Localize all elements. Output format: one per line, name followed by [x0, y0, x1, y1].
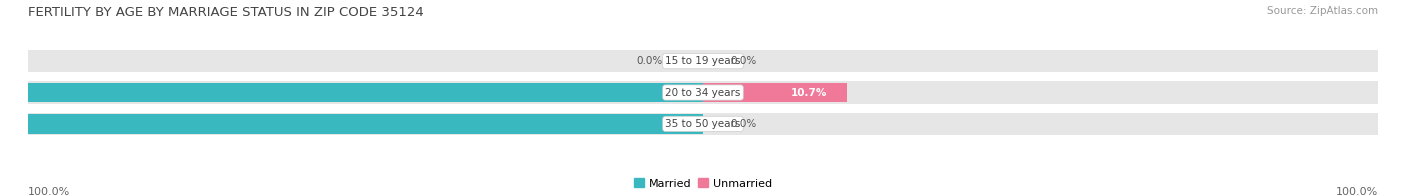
Text: 0.0%: 0.0% [730, 119, 756, 129]
Bar [28, 81, 1378, 104]
Text: 35 to 50 years: 35 to 50 years [665, 119, 741, 129]
Text: Source: ZipAtlas.com: Source: ZipAtlas.com [1267, 6, 1378, 16]
Text: 20 to 34 years: 20 to 34 years [665, 87, 741, 98]
Text: 0.0%: 0.0% [730, 56, 756, 66]
Legend: Married, Unmarried: Married, Unmarried [634, 178, 772, 189]
Text: 0.0%: 0.0% [637, 56, 662, 66]
Text: 100.0%: 100.0% [1336, 187, 1378, 196]
Text: 100.0%: 100.0% [28, 187, 70, 196]
Bar [28, 50, 1378, 73]
Text: 10.7%: 10.7% [790, 87, 827, 98]
Text: FERTILITY BY AGE BY MARRIAGE STATUS IN ZIP CODE 35124: FERTILITY BY AGE BY MARRIAGE STATUS IN Z… [28, 6, 423, 19]
Bar [0, 83, 703, 102]
Text: 15 to 19 years: 15 to 19 years [665, 56, 741, 66]
Bar [28, 113, 1378, 135]
Bar [703, 83, 848, 102]
Bar [0, 114, 703, 134]
